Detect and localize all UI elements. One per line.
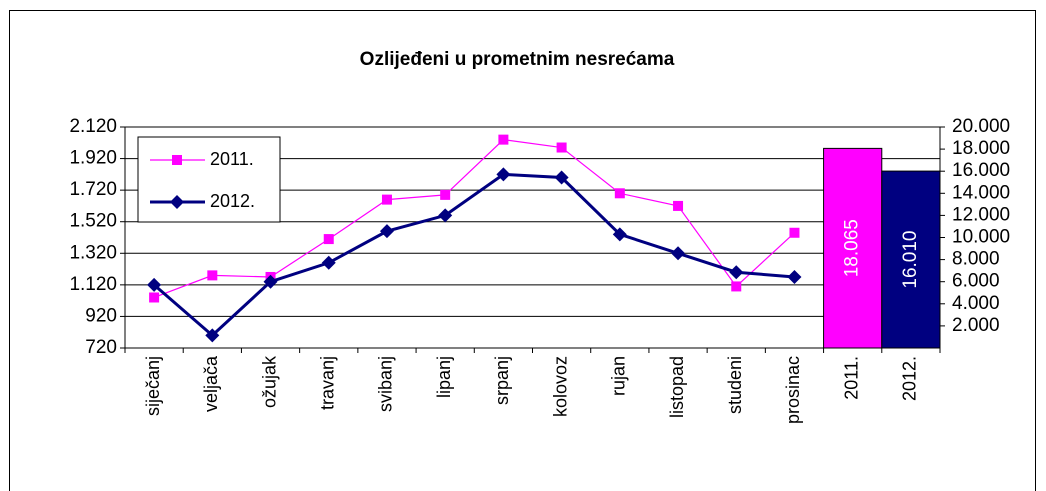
marker [496,167,511,182]
x-tick-label: 2012. [900,356,920,401]
x-tick-label: studeni [725,356,745,414]
y2-tick-label: 8.000 [952,249,1000,270]
y-tick-label: 1.320 [69,242,117,263]
marker [205,328,220,343]
marker [172,155,182,165]
marker [381,194,392,205]
x-tick-label: 2011. [841,356,861,400]
y-tick-label: 1.520 [69,211,117,232]
marker [556,142,567,153]
marker [789,227,800,238]
x-tick-label: svibanj [376,356,396,412]
y-tick-label: 1.920 [69,148,117,169]
bar [823,147,883,349]
marker [787,269,802,284]
y2-tick-label: 14.000 [952,182,1010,203]
y2-tick-label: 10.000 [952,227,1010,248]
marker [207,270,218,281]
bar-value-label: 16.010 [900,230,921,288]
marker [614,188,625,199]
legend-label: 2011. [210,149,254,169]
x-tick-label: srpanj [492,356,512,405]
x-tick-label: prosinac [783,356,803,424]
marker [321,255,336,270]
y-tick-label: 720 [85,337,117,358]
chart-title: Ozlijeđeni u prometnim nesrećama [360,49,675,70]
y2-tick-label: 20.000 [952,116,1010,137]
marker [612,227,627,242]
series-line [153,172,795,338]
marker [673,200,684,211]
marker [323,234,334,245]
marker [671,246,686,261]
y-tick-label: 920 [85,305,117,326]
y-tick-label: 1.720 [69,179,117,200]
marker [147,277,162,292]
y-tick-label: 2.120 [69,116,117,137]
y2-tick-label: 2.000 [952,315,1000,336]
marker [263,274,278,289]
y-tick-label: 1.120 [69,274,117,295]
marker [440,189,451,200]
marker [729,265,744,280]
x-tick-label: listopad [667,356,687,418]
legend-box [137,136,281,223]
marker [438,208,453,223]
x-tick-label: veljača [201,355,221,412]
x-tick-label: rujan [609,356,629,396]
legend-label: 2012. [210,191,255,211]
x-tick-label: ožujak [259,355,279,408]
bar [881,170,941,349]
marker [498,134,509,145]
x-tick-label: siječanj [143,356,163,416]
y2-tick-label: 16.000 [952,160,1010,181]
y2-tick-label: 6.000 [952,271,1000,292]
marker [149,292,160,303]
y2-tick-label: 4.000 [952,293,1000,314]
y2-tick-label: 18.000 [952,138,1010,159]
marker [379,224,394,239]
x-tick-label: lipanj [434,356,454,398]
x-tick-label: travanj [318,356,338,410]
y2-tick-label: 12.000 [952,204,1010,225]
x-tick-label: kolovoz [550,356,570,417]
bar-value-label: 18.065 [842,219,863,277]
marker [731,281,742,292]
marker [170,195,184,209]
series-line [153,138,795,299]
marker [554,170,569,185]
